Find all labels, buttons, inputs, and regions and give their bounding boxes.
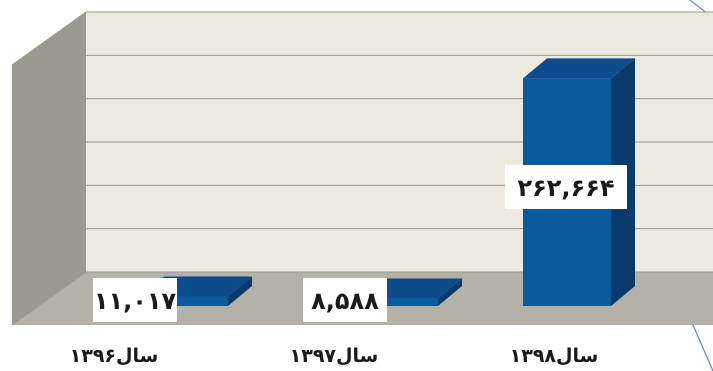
category-label: سال۱۳۹۶ <box>70 345 159 367</box>
value-labels: ۱۱,۰۱۷ ۸,۵۸۸ ۲۶۲,۶۶۴ <box>93 165 627 322</box>
gridline-side <box>11 228 87 283</box>
gridline-side <box>11 141 87 196</box>
bar <box>350 298 438 306</box>
category-labels: سال۱۳۹۶ سال۱۳۹۷ سال۱۳۹۸ <box>70 345 599 367</box>
data-label: ۱۱,۰۱۷ <box>94 287 177 315</box>
data-label-box <box>303 278 387 322</box>
gridline-side <box>11 184 87 239</box>
data-label: ۸,۵۸۸ <box>311 287 379 315</box>
category-label: سال۱۳۹۸ <box>510 345 599 367</box>
gridline-side <box>11 54 87 109</box>
data-label-box <box>93 278 177 322</box>
gridline-side <box>11 11 87 66</box>
bar-side <box>438 278 462 306</box>
data-label-box <box>505 165 627 209</box>
gridline-side <box>11 98 87 153</box>
bar <box>140 296 228 306</box>
bar-top <box>523 58 635 79</box>
bar-side <box>228 276 252 306</box>
data-label: ۲۶۲,۶۶۴ <box>517 174 614 202</box>
accent-line-bottom <box>689 317 713 371</box>
gridline-side <box>11 271 87 326</box>
category-label: سال۱۳۹۷ <box>290 345 379 367</box>
